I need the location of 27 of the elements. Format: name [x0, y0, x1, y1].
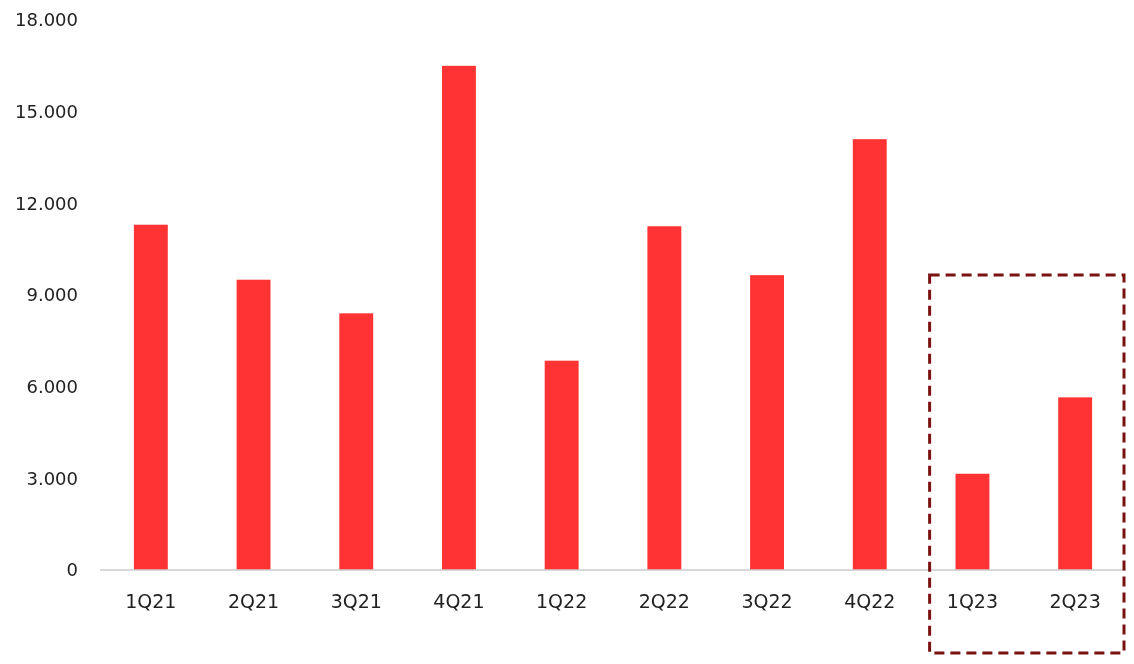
- bar: [647, 226, 682, 570]
- y-tick-label: 12.000: [15, 192, 78, 214]
- y-tick-label: 0: [66, 559, 78, 581]
- x-tick-label: 3Q21: [330, 590, 382, 612]
- bar: [339, 313, 374, 570]
- bar: [1058, 397, 1093, 570]
- bar: [133, 224, 168, 570]
- y-tick-label: 15.000: [15, 100, 78, 122]
- bar: [544, 360, 579, 570]
- x-tick-label: 4Q21: [433, 590, 485, 612]
- x-tick-label: 3Q22: [741, 590, 793, 612]
- bar: [750, 275, 784, 570]
- bar: [236, 279, 271, 570]
- y-tick-label: 3.000: [26, 467, 78, 489]
- x-tick-label: 4Q22: [844, 590, 896, 612]
- x-tick-label: 1Q22: [536, 590, 588, 612]
- bar: [852, 139, 887, 570]
- x-tick-label: 1Q23: [946, 590, 999, 612]
- bar: [955, 473, 990, 570]
- x-tick-label: 2Q23: [1049, 590, 1101, 612]
- y-tick-label: 9.000: [26, 284, 78, 306]
- x-tick-label: 1Q21: [125, 590, 177, 612]
- x-tick-label: 2Q22: [638, 590, 690, 612]
- bar: [442, 65, 476, 570]
- x-tick-label: 2Q21: [227, 590, 280, 612]
- y-tick-label: 18.000: [15, 9, 78, 31]
- y-tick-label: 6.000: [26, 375, 78, 397]
